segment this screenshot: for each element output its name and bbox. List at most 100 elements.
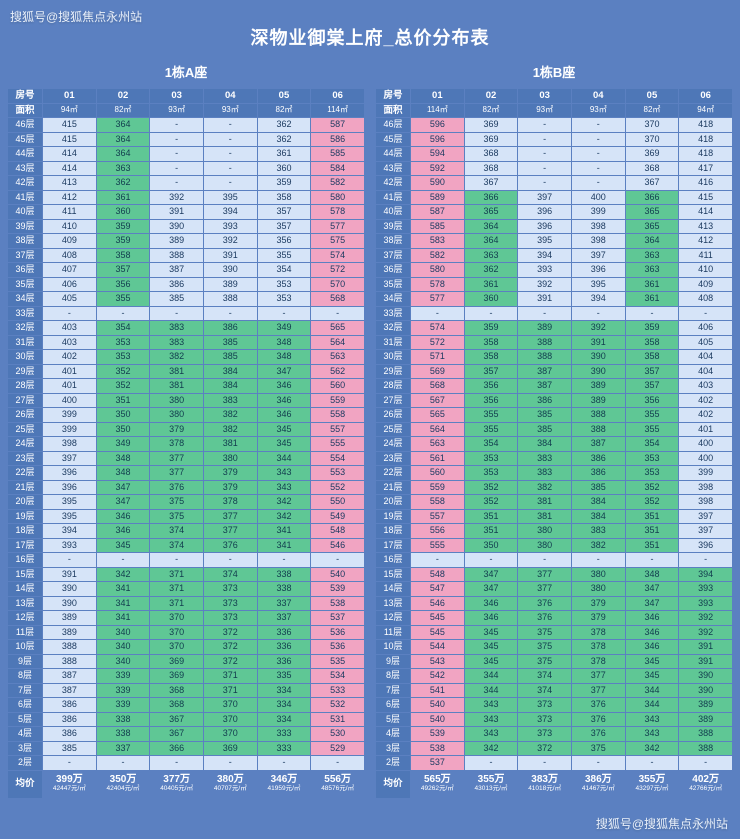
price-cell: - [150,118,203,132]
price-cell: 374 [518,683,571,697]
price-cell: 358 [625,335,679,349]
table-row: 10层 544 345 375 378 346 391 [376,640,732,654]
price-cell: 367 [150,712,203,726]
price-cell: 413 [679,219,732,233]
price-cell: 338 [257,567,311,581]
table-row: 43层 414 363- -360 584 [8,161,364,175]
table-row: 2层 - - - - - - [8,756,364,770]
price-cell: 360 [464,292,518,306]
price-cell: 397 [43,451,96,465]
table-row: 30层 571 358 388 390 358 404 [376,350,732,364]
price-cell: - [571,553,625,567]
price-cell: 341 [96,611,150,625]
table-row: 12层 545 346 376 379 346 392 [376,611,732,625]
floor-label: 4层 [8,727,42,741]
table-row: 8层 542 344 374 377 345 390 [376,669,732,683]
price-cell: 336 [257,654,311,668]
area-header-row: 面积 94㎡ 82㎡ 93㎡ 93㎡ 82㎡ 114㎡ [8,103,364,117]
price-cell: 345 [625,654,679,668]
price-cell: 385 [43,741,96,755]
price-cell: 373 [518,698,571,712]
table-row: 45层 596 369- -370 418 [376,132,732,146]
floor-label: 37层 [376,248,410,262]
floor-label: 18层 [8,524,42,538]
average-price: 380万 40707元/㎡ [204,771,257,798]
floor-label: 16层 [8,553,42,567]
price-cell: 413 [43,176,96,190]
price-cell: 406 [43,277,96,291]
price-cell: 356 [625,393,679,407]
price-cell: 402 [679,408,732,422]
table-row: 45层 415 364- -362 586 [8,132,364,146]
price-cell: 392 [679,611,732,625]
floor-label: 14层 [8,582,42,596]
price-cell: 388 [571,408,625,422]
price-cell: 562 [311,364,364,378]
area-header-label: 面积 [376,103,410,117]
price-cell: 390 [571,350,625,364]
floor-label: 32层 [376,321,410,335]
price-cell: 393 [679,582,732,596]
price-cell: 394 [43,524,96,538]
room-header-label: 房号 [8,89,42,103]
price-cell: 364 [96,118,150,132]
price-cell: 554 [311,451,364,465]
table-row: 38层 583 364 395 398 364 412 [376,234,732,248]
price-cell: 370 [625,132,679,146]
price-cell: 569 [411,364,464,378]
price-cell: 596 [411,118,464,132]
price-cell: 406 [679,321,732,335]
price-cell: 389 [518,321,571,335]
price-cell: 354 [625,437,679,451]
price-cell: 563 [311,350,364,364]
price-cell: - [150,176,203,190]
table-row: 25层 564 355 385 388 355 401 [376,422,732,436]
price-cell: 391 [571,335,625,349]
price-cell: 404 [679,364,732,378]
price-cell: 377 [203,524,257,538]
floor-label: 10层 [376,640,410,654]
price-cell: 405 [43,292,96,306]
price-cell: 368 [625,161,679,175]
price-cell: 383 [518,451,571,465]
price-cell: - [518,161,571,175]
price-cell: - [150,306,203,320]
floor-label: 22层 [376,466,410,480]
floor-label: 25层 [8,422,42,436]
price-cell: 374 [150,538,203,552]
table-row: 27层 567 356 386 389 356 402 [376,393,732,407]
table-row: 21层 396 347 376 379 343 552 [8,480,364,494]
table-row: 34层 405 355 385 388 353 568 [8,292,364,306]
unit-area: 93㎡ [150,103,203,117]
price-cell: 344 [625,698,679,712]
price-cell: 377 [150,466,203,480]
price-cell: - [96,306,150,320]
price-cell: 366 [464,190,518,204]
price-cell: 401 [679,422,732,436]
price-cell: 580 [411,263,464,277]
price-cell: 397 [679,524,732,538]
price-cell: 365 [625,205,679,219]
price-cell: 388 [518,335,571,349]
price-cell: 347 [464,567,518,581]
price-cell: 375 [150,495,203,509]
floor-label: 38层 [8,234,42,248]
floor-label: 40层 [376,205,410,219]
price-cell: 380 [571,582,625,596]
price-cell: 377 [571,669,625,683]
price-cell: 366 [625,190,679,204]
price-cell: 361 [464,277,518,291]
table-row: 46层 596 369- -370 418 [376,118,732,132]
price-cell: 546 [411,596,464,610]
price-cell: - [43,553,96,567]
floor-label: 12层 [8,611,42,625]
average-price: 346万 41959元/㎡ [258,771,311,798]
floor-label: 29层 [8,364,42,378]
floor-label: 13层 [376,596,410,610]
table-row: 19层 557 351 381 384 351 397 [376,509,732,523]
price-cell: 339 [96,683,150,697]
table-row: 15层 548 347 377 380 348 394 [376,567,732,581]
price-cell: 364 [96,147,150,161]
table-row: 12层 389 341 370 373 337 537 [8,611,364,625]
price-cell: 396 [43,480,96,494]
